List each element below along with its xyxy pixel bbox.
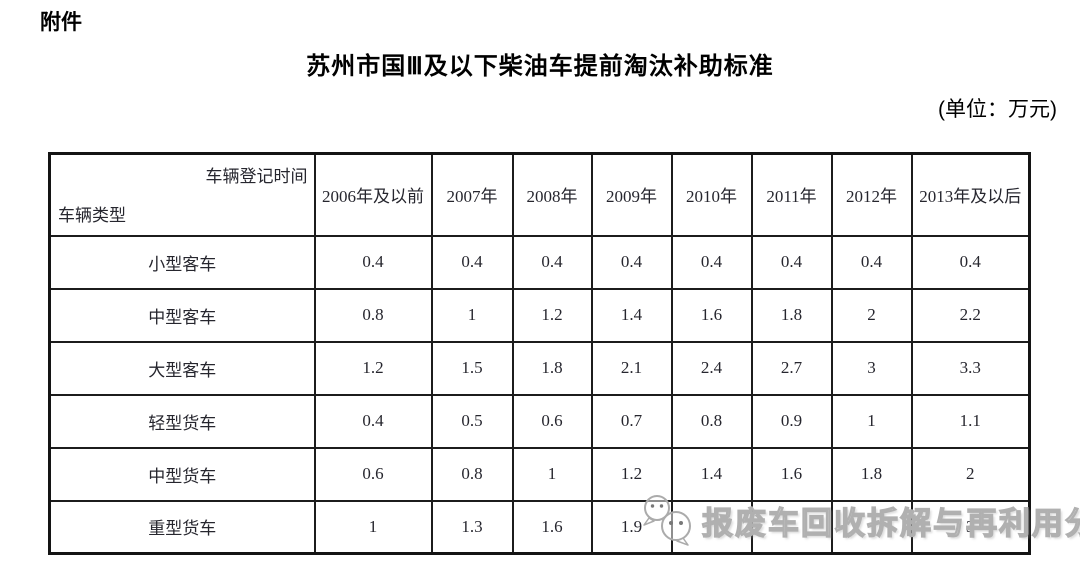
row-label: 中型客车 [48, 287, 316, 343]
column-header-2013-and-after: 2013年及以后 [910, 152, 1031, 237]
table-cell: 1.6 [750, 446, 833, 502]
table-cell: 1.1 [910, 393, 1031, 449]
table-row-medium-passenger: 中型客车 0.8 1 1.2 1.4 1.6 1.8 2 2.2 [48, 287, 1031, 343]
table-cell: 0.5 [430, 393, 514, 449]
table-cell: 2.2 [910, 287, 1031, 343]
table-cell: 1.4 [590, 287, 673, 343]
table-cell: 0.4 [313, 393, 433, 449]
table-cell: 1.6 [511, 499, 593, 555]
table-cell: 0.4 [670, 234, 753, 290]
row-label: 轻型货车 [48, 393, 316, 449]
table-cell: 0.7 [590, 393, 673, 449]
table-cell: 2.1 [590, 340, 673, 396]
table-cell [670, 499, 753, 555]
column-header-2009: 2009年 [590, 152, 673, 237]
table-cell: 0.9 [750, 393, 833, 449]
table-cell: 0.8 [313, 287, 433, 343]
table-cell: 1.2 [590, 446, 673, 502]
table-cell: 2 [910, 446, 1031, 502]
column-header-2010: 2010年 [670, 152, 753, 237]
table-cell: 2.7 [750, 340, 833, 396]
table-cell: 1.6 [670, 287, 753, 343]
corner-label-registration-time: 车辆登记时间 [205, 167, 308, 186]
table-cell: 1 [830, 393, 913, 449]
table-cell: 3 [910, 499, 1031, 555]
row-label: 重型货车 [48, 499, 316, 555]
table-cell: 1.5 [430, 340, 514, 396]
row-label: 中型货车 [48, 446, 316, 502]
table-cell: 1.8 [511, 340, 593, 396]
table-cell: 0.8 [670, 393, 753, 449]
table-cell: 1.2 [511, 287, 593, 343]
subsidy-table: 车辆登记时间 车辆类型 2006年及以前 2007年 2008年 2009年 2… [48, 152, 1031, 555]
table-cell: 1 [313, 499, 433, 555]
document-title: 苏州市国Ⅲ及以下柴油车提前淘汰补助标准 [306, 53, 774, 80]
table-cell: 3 [830, 340, 913, 396]
table-cell: 0.4 [750, 234, 833, 290]
table-cell: 0.4 [910, 234, 1031, 290]
table-row-small-passenger: 小型客车 0.4 0.4 0.4 0.4 0.4 0.4 0.4 0.4 [48, 234, 1031, 290]
table-cell: 1 [430, 287, 514, 343]
table-cell: 0.4 [313, 234, 433, 290]
corner-label-vehicle-type: 车辆类型 [58, 205, 126, 225]
table-cell: 0.6 [511, 393, 593, 449]
table-cell: 3.3 [910, 340, 1031, 396]
table-row-heavy-truck: 重型货车 1 1.3 1.6 1.9 3 [48, 499, 1031, 555]
table-cell [830, 499, 913, 555]
table-cell: 1.9 [590, 499, 673, 555]
table-row-large-passenger: 大型客车 1.2 1.5 1.8 2.1 2.4 2.7 3 3.3 [48, 340, 1031, 396]
table-cell: 1.4 [670, 446, 753, 502]
row-label: 小型客车 [48, 234, 316, 290]
table-cell: 2.4 [670, 340, 753, 396]
table-cell: 0.4 [430, 234, 514, 290]
table-cell: 0.4 [830, 234, 913, 290]
unit-note: (单位：万元) [938, 98, 1057, 121]
header-row: 车辆登记时间 车辆类型 2006年及以前 2007年 2008年 2009年 2… [48, 152, 1031, 237]
attachment-label: 附件 [40, 11, 82, 34]
table-cell: 0.4 [511, 234, 593, 290]
column-header-2008: 2008年 [511, 152, 593, 237]
table-cell [750, 499, 833, 555]
table-cell: 2 [830, 287, 913, 343]
column-header-2011: 2011年 [750, 152, 833, 237]
table-cell: 1 [511, 446, 593, 502]
column-header-2006-and-before: 2006年及以前 [313, 152, 433, 237]
column-header-2007: 2007年 [430, 152, 514, 237]
table-cell: 1.8 [830, 446, 913, 502]
table-cell: 0.8 [430, 446, 514, 502]
table-cell: 1.2 [313, 340, 433, 396]
table-cell: 1.8 [750, 287, 833, 343]
column-header-2012: 2012年 [830, 152, 913, 237]
table-cell: 1.3 [430, 499, 514, 555]
corner-header-cell: 车辆登记时间 车辆类型 [48, 152, 316, 237]
table-cell: 0.4 [590, 234, 673, 290]
table-row-light-truck: 轻型货车 0.4 0.5 0.6 0.7 0.8 0.9 1 1.1 [48, 393, 1031, 449]
row-label: 大型客车 [48, 340, 316, 396]
table-row-medium-truck: 中型货车 0.6 0.8 1 1.2 1.4 1.6 1.8 2 [48, 446, 1031, 502]
table-cell: 0.6 [313, 446, 433, 502]
